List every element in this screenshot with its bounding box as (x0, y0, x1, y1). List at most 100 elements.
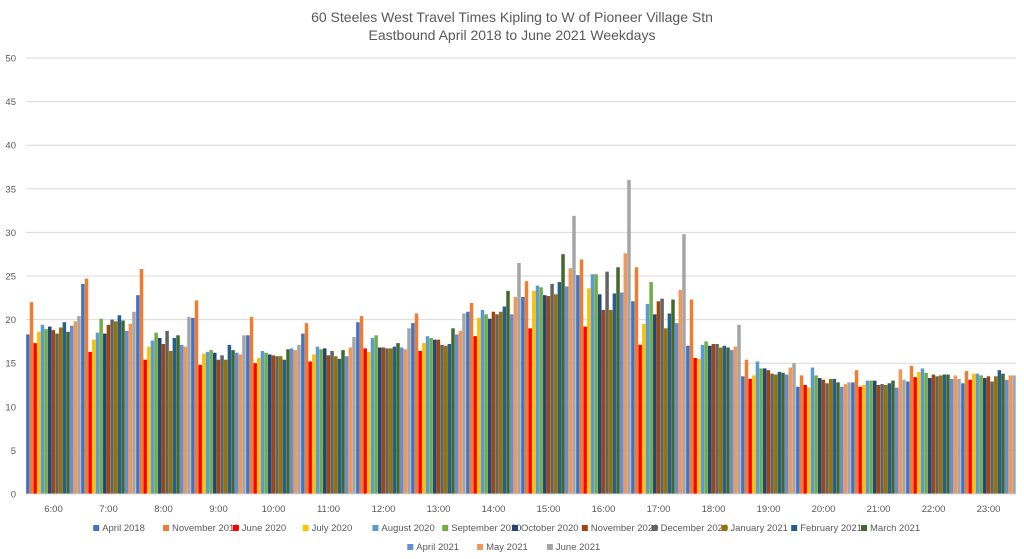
bar (781, 372, 785, 494)
bar (422, 343, 426, 494)
bar (359, 316, 364, 494)
bar (858, 386, 862, 494)
bar (205, 351, 210, 494)
bar (949, 378, 954, 494)
bar (649, 282, 653, 494)
bar (708, 345, 712, 494)
bar (147, 346, 151, 494)
bar (821, 379, 826, 494)
y-tick-label: 30 (5, 228, 16, 239)
bar (356, 322, 360, 494)
bar (689, 299, 694, 494)
bar (278, 356, 283, 494)
x-tick-label: 22:00 (922, 504, 946, 515)
x-tick-label: 7:00 (99, 504, 118, 515)
bar (363, 348, 367, 494)
legend-swatch (581, 525, 588, 531)
bar (220, 355, 224, 494)
bar (458, 330, 463, 494)
bar (323, 348, 327, 494)
bar (451, 328, 455, 494)
bar (480, 310, 485, 494)
bar (733, 346, 738, 494)
legend-entry: June 2021 (556, 542, 600, 553)
bar (990, 381, 994, 494)
bar (883, 385, 888, 494)
legend-entry: June 2020 (242, 523, 286, 534)
bar (656, 301, 661, 494)
bar (887, 383, 892, 494)
bar (1008, 375, 1013, 494)
legend-swatch (372, 525, 379, 531)
bar (440, 344, 444, 494)
bar (242, 335, 246, 494)
bar (729, 350, 734, 494)
bar (638, 344, 642, 494)
bar (418, 350, 422, 494)
bar (473, 336, 477, 494)
bar (924, 372, 928, 494)
bar (803, 385, 807, 494)
bar (660, 298, 664, 494)
bar (807, 387, 811, 494)
bar (407, 328, 411, 494)
bar (392, 346, 397, 494)
bar (136, 295, 140, 494)
y-tick-label: 5 (11, 446, 16, 457)
bar (726, 347, 730, 494)
bar (253, 363, 257, 494)
bar (847, 382, 851, 494)
bar (700, 344, 705, 494)
bar (587, 288, 591, 494)
bar (209, 350, 213, 494)
bar (818, 378, 822, 494)
plot-area (26, 180, 1016, 494)
bar (227, 344, 232, 494)
bar (521, 296, 525, 494)
bar (682, 234, 686, 494)
bar (961, 383, 965, 494)
bar (77, 316, 81, 494)
bar (491, 311, 496, 494)
x-tick-label: 9:00 (209, 504, 228, 515)
x-tick-label: 18:00 (702, 504, 726, 515)
bar (26, 334, 30, 494)
bar (894, 387, 899, 494)
y-tick-label: 45 (5, 97, 16, 108)
bar (796, 386, 800, 494)
bar (983, 378, 987, 494)
bar (509, 314, 514, 494)
bar (935, 376, 939, 494)
bar (341, 350, 345, 494)
bar (645, 303, 650, 494)
bar (84, 278, 89, 494)
bar (231, 350, 235, 494)
bar (869, 380, 873, 494)
bar (619, 292, 624, 494)
y-tick-label: 15 (5, 359, 16, 370)
bar (979, 375, 983, 494)
legend-entry: November 2019 (172, 523, 240, 534)
bar (568, 268, 573, 494)
bar (763, 368, 767, 494)
bar (33, 343, 37, 494)
bar (631, 301, 635, 494)
legend-swatch (791, 525, 798, 531)
bar (443, 345, 448, 494)
bar (194, 300, 199, 494)
bar (968, 379, 972, 494)
bar (44, 329, 48, 494)
bar (880, 384, 884, 494)
bar (865, 380, 870, 494)
bar (396, 343, 400, 494)
bar (381, 347, 386, 494)
bar (106, 324, 111, 494)
bar (539, 287, 543, 494)
bar (550, 283, 554, 494)
bar (260, 350, 265, 494)
legend-entry: March 2021 (870, 523, 920, 534)
bar (616, 267, 620, 494)
legend-swatch (232, 525, 239, 531)
legend-swatch (512, 525, 518, 531)
